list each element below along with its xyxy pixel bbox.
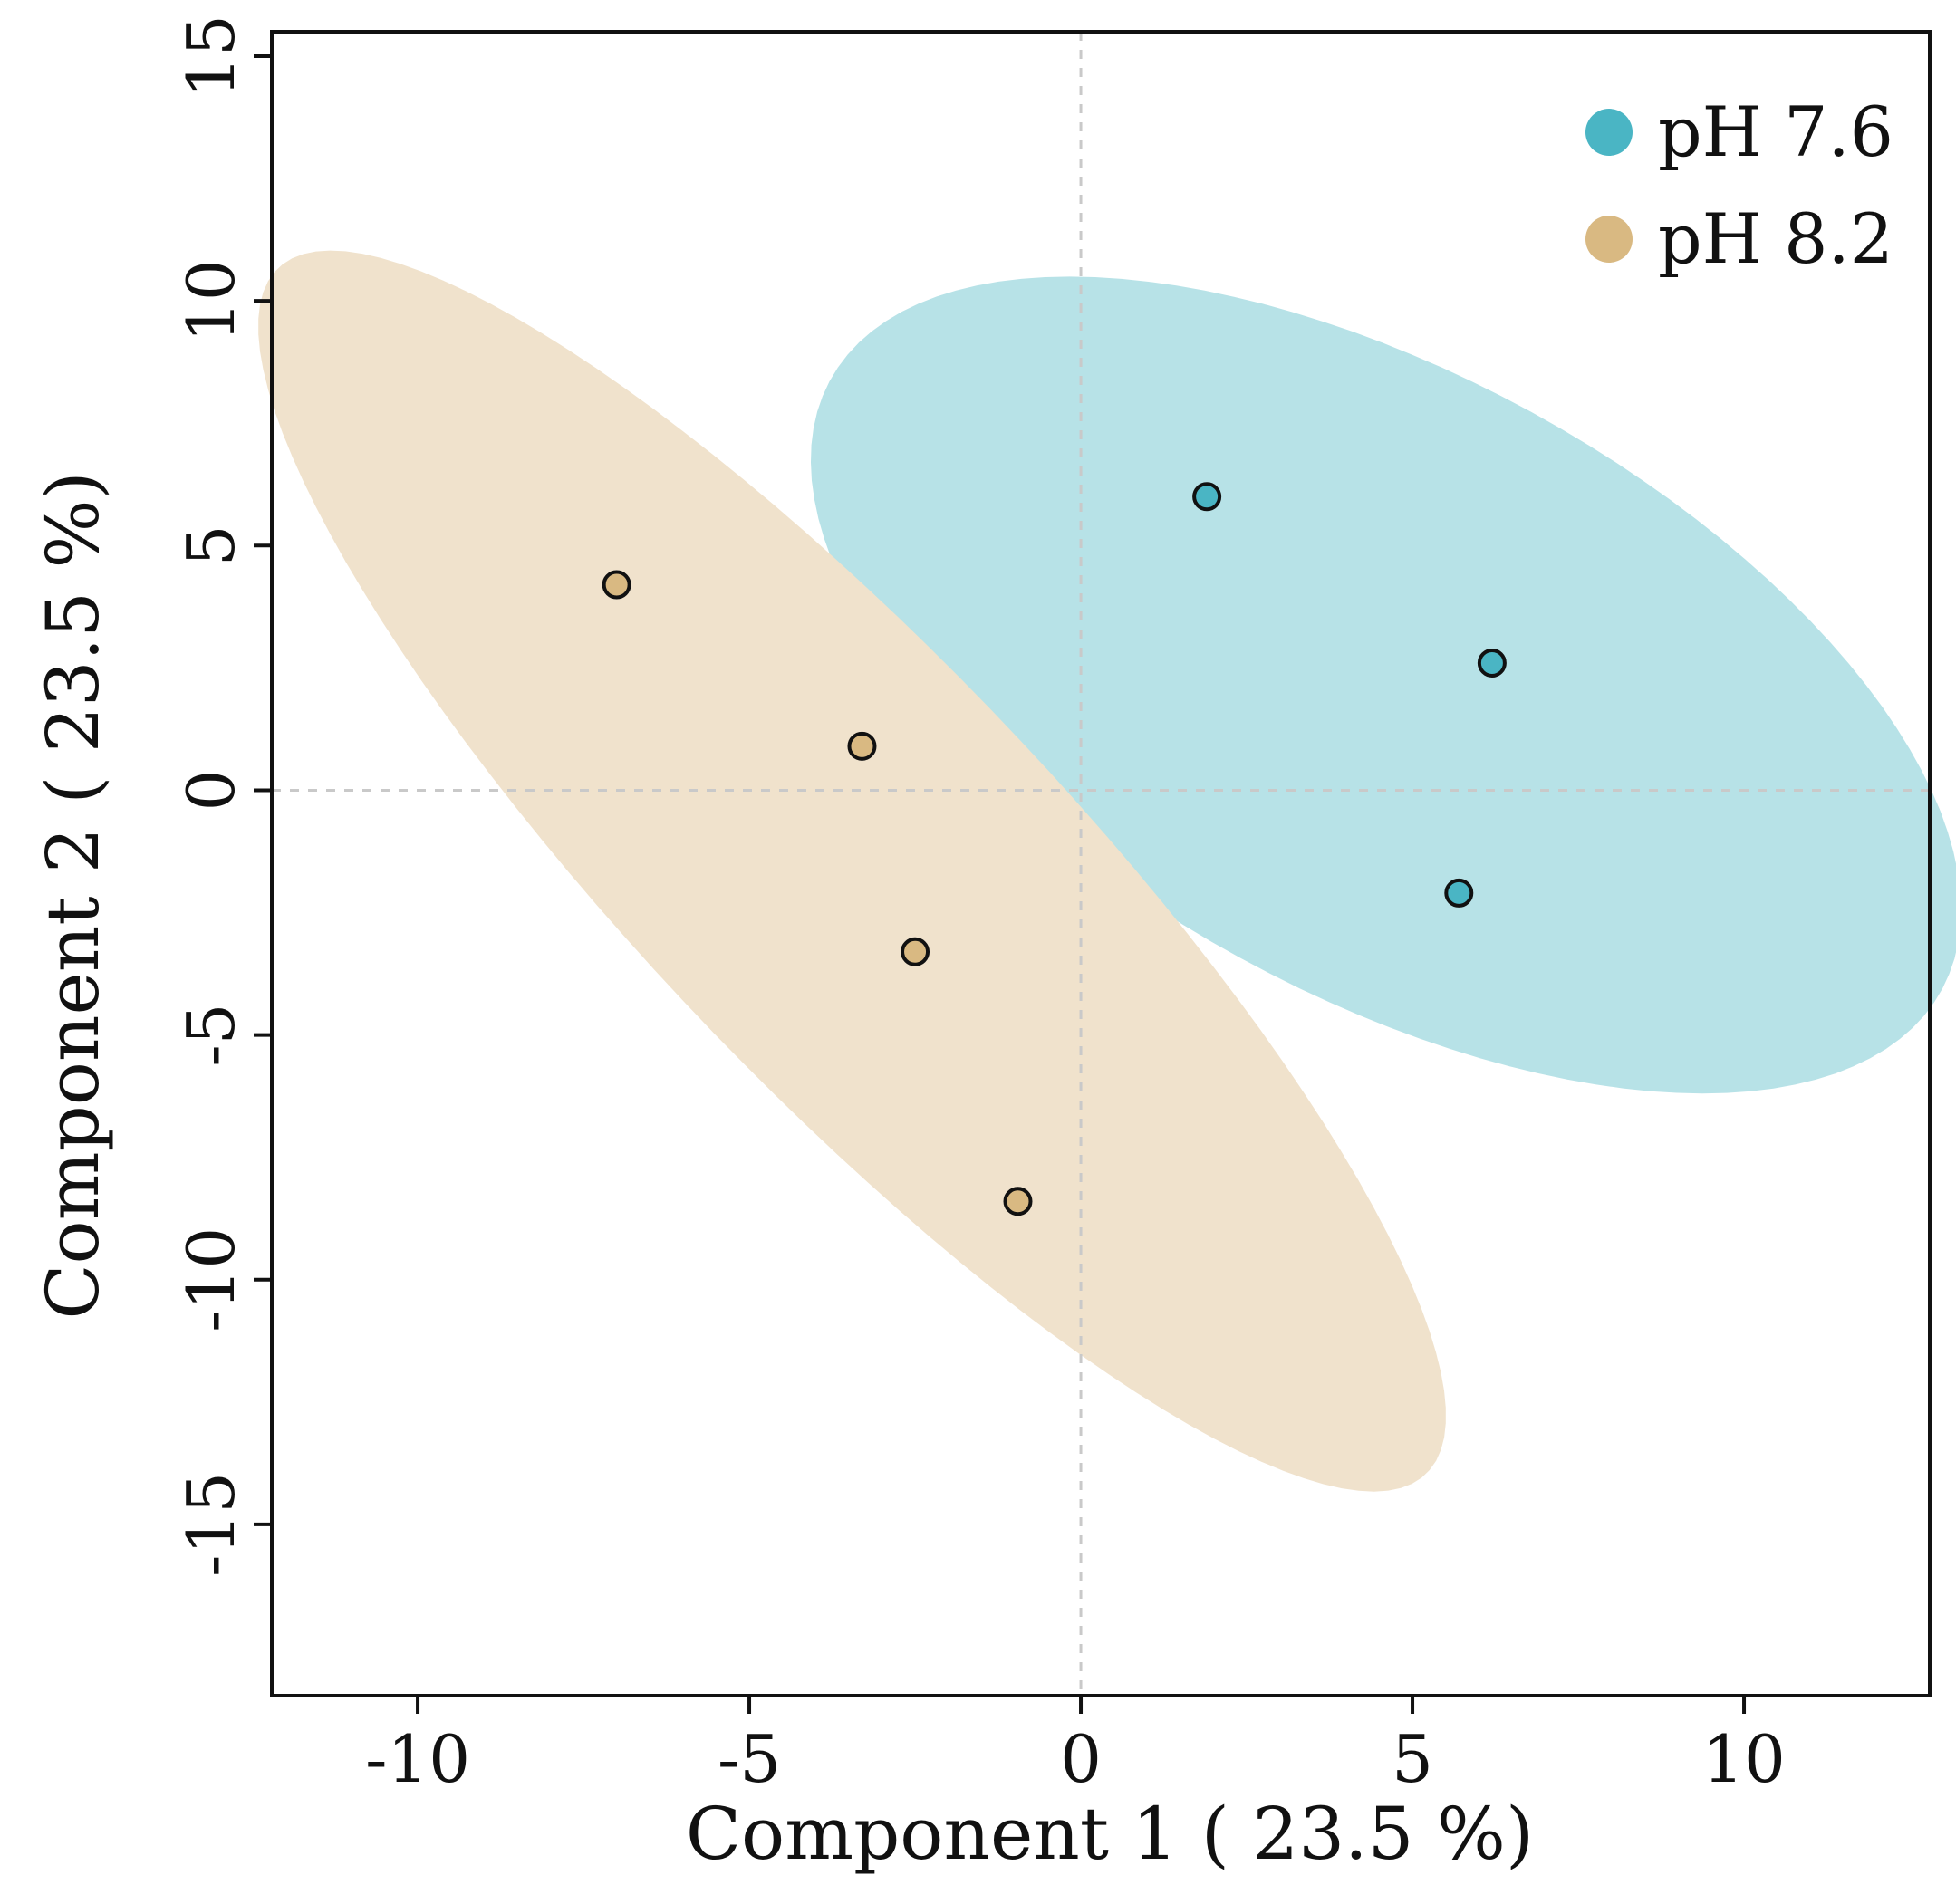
x-axis-title: Component 1 ( 23.5 %) <box>686 1792 1534 1876</box>
point-series-1-1 <box>847 731 877 761</box>
y-tick-label-2: -5 <box>173 1004 249 1067</box>
x-tick-label-3: 5 <box>1392 1721 1433 1797</box>
data-points <box>602 482 1507 1216</box>
legend-label-1: pH 8.2 <box>1658 198 1893 279</box>
plot-frame <box>270 30 1932 1697</box>
confidence-ellipses <box>258 250 1956 1492</box>
point-series-0-1 <box>1477 648 1507 678</box>
x-tick-label-4: 10 <box>1702 1721 1786 1797</box>
y-axis-title: Component 2 ( 23.5 %) <box>31 471 115 1319</box>
y-axis: -15 -10 -5 0 5 10 15 <box>173 14 272 1577</box>
y-tick-label-4: 5 <box>173 524 249 566</box>
point-series-1-2 <box>901 937 930 966</box>
y-tick-label-6: 15 <box>173 14 249 98</box>
legend: pH 7.6 pH 8.2 <box>1585 91 1893 279</box>
x-tick-label-1: -5 <box>718 1721 781 1797</box>
point-series-0-0 <box>1192 482 1222 512</box>
legend-swatch-1 <box>1585 216 1633 263</box>
legend-label-0: pH 7.6 <box>1658 91 1893 172</box>
reference-lines <box>272 32 1930 1696</box>
legend-swatch-0 <box>1585 109 1633 156</box>
x-tick-label-2: 0 <box>1060 1721 1102 1797</box>
y-tick-label-5: 10 <box>173 259 249 342</box>
ellipse-series-0 <box>811 276 1956 1094</box>
point-series-1-3 <box>1003 1187 1033 1216</box>
y-tick-label-1: -10 <box>173 1227 249 1332</box>
point-series-0-2 <box>1444 878 1474 908</box>
x-axis: -10 -5 0 5 10 <box>365 1696 1786 1797</box>
y-tick-label-0: -15 <box>173 1472 249 1577</box>
x-tick-label-0: -10 <box>365 1721 470 1797</box>
ellipse-series-1 <box>258 250 1446 1492</box>
y-tick-label-3: 0 <box>173 770 249 812</box>
point-series-1-0 <box>602 570 631 600</box>
